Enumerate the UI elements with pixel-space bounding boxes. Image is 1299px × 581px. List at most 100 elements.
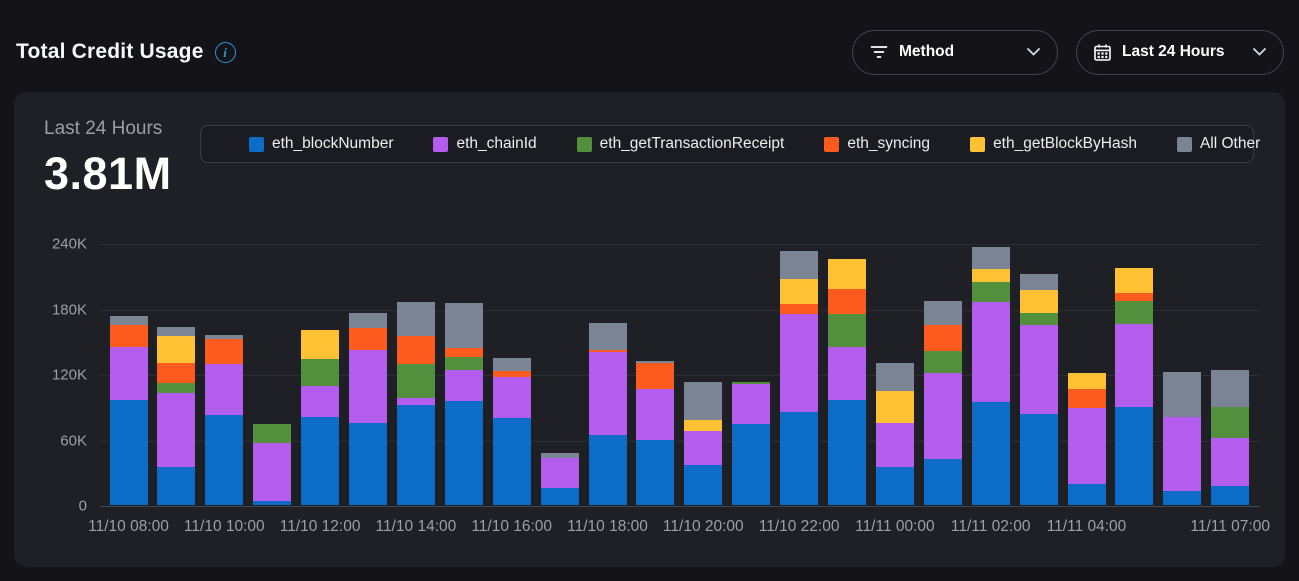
bar-segment-eth_getBlockByHash[interactable]: [875, 391, 914, 424]
bar-segment-eth_blockNumber[interactable]: [828, 400, 866, 505]
bar-stack[interactable]: [540, 452, 579, 505]
bar-segment-eth_syncing[interactable]: [636, 363, 675, 390]
bar-stack[interactable]: [971, 247, 1010, 505]
bar-segment-eth_getTransactionReceipt[interactable]: [1115, 300, 1154, 324]
bar-stack[interactable]: [109, 316, 148, 505]
info-icon[interactable]: i: [214, 41, 236, 63]
bar-stack[interactable]: [396, 302, 435, 505]
bar-segment-eth_chainId[interactable]: [780, 313, 819, 413]
bar-segment-eth_chainId[interactable]: [205, 364, 244, 416]
bar-segment-eth_chainId[interactable]: [301, 386, 340, 417]
time-range-dropdown[interactable]: Last 24 Hours: [1076, 29, 1284, 75]
bar-stack[interactable]: [301, 330, 340, 505]
bar-segment-eth_getBlockByHash[interactable]: [1019, 289, 1058, 313]
bar-segment-eth_blockNumber[interactable]: [349, 423, 387, 505]
bar-segment-eth_blockNumber[interactable]: [780, 412, 819, 505]
bar-segment-eth_syncing[interactable]: [109, 324, 148, 347]
bar-segment-eth_syncing[interactable]: [923, 324, 962, 352]
bar-segment-eth_blockNumber[interactable]: [157, 466, 196, 505]
bar-stack[interactable]: [253, 424, 292, 505]
bar-segment-All Other[interactable]: [923, 300, 962, 325]
bar-segment-All Other[interactable]: [1163, 371, 1202, 417]
bar-segment-eth_syncing[interactable]: [588, 350, 627, 353]
bar-stack[interactable]: [1163, 371, 1202, 505]
bar-segment-eth_getTransactionReceipt[interactable]: [1211, 406, 1250, 439]
bar-segment-All Other[interactable]: [157, 327, 196, 336]
bar-stack[interactable]: [1115, 268, 1154, 505]
bar-segment-eth_getTransactionReceipt[interactable]: [301, 358, 340, 387]
bar-segment-All Other[interactable]: [636, 360, 675, 364]
bar-stack[interactable]: [684, 381, 723, 505]
bar-segment-eth_blockNumber[interactable]: [1067, 484, 1106, 505]
bar-segment-eth_chainId[interactable]: [828, 346, 866, 401]
bar-segment-eth_chainId[interactable]: [636, 389, 675, 440]
bar-segment-All Other[interactable]: [109, 316, 148, 325]
bar-segment-eth_blockNumber[interactable]: [492, 417, 531, 505]
bar-segment-eth_chainId[interactable]: [109, 346, 148, 401]
bar-stack[interactable]: [828, 259, 866, 505]
bar-segment-All Other[interactable]: [780, 250, 819, 280]
bar-segment-eth_syncing[interactable]: [1115, 293, 1154, 301]
bar-segment-eth_getTransactionReceipt[interactable]: [828, 313, 866, 347]
method-dropdown[interactable]: Method: [852, 29, 1058, 75]
bar-stack[interactable]: [157, 327, 196, 505]
bar-segment-eth_chainId[interactable]: [923, 372, 962, 460]
bar-segment-All Other[interactable]: [684, 381, 723, 420]
bar-segment-eth_syncing[interactable]: [1067, 389, 1106, 408]
bar-segment-eth_chainId[interactable]: [1067, 407, 1106, 485]
bar-segment-eth_getBlockByHash[interactable]: [828, 259, 866, 289]
bar-segment-eth_blockNumber[interactable]: [923, 459, 962, 505]
bar-segment-eth_blockNumber[interactable]: [396, 404, 435, 505]
bar-stack[interactable]: [780, 250, 819, 505]
bar-segment-All Other[interactable]: [540, 452, 579, 459]
bar-segment-All Other[interactable]: [205, 334, 244, 340]
bar-segment-eth_syncing[interactable]: [780, 304, 819, 314]
bar-segment-eth_chainId[interactable]: [1115, 323, 1154, 407]
bar-segment-eth_syncing[interactable]: [492, 370, 531, 378]
bar-segment-eth_getTransactionReceipt[interactable]: [732, 381, 771, 384]
bar-stack[interactable]: [588, 322, 627, 505]
bar-segment-eth_getBlockByHash[interactable]: [301, 330, 340, 359]
bar-segment-eth_chainId[interactable]: [875, 423, 914, 467]
bar-segment-eth_chainId[interactable]: [492, 377, 531, 418]
bar-segment-eth_blockNumber[interactable]: [253, 500, 292, 505]
bar-segment-eth_blockNumber[interactable]: [684, 464, 723, 505]
bar-stack[interactable]: [923, 300, 962, 505]
bar-segment-eth_chainId[interactable]: [157, 392, 196, 467]
bar-stack[interactable]: [492, 357, 531, 505]
legend-item-eth_blockNumber[interactable]: eth_blockNumber: [249, 135, 393, 153]
bar-segment-All Other[interactable]: [492, 357, 531, 371]
bar-segment-eth_chainId[interactable]: [253, 442, 292, 501]
bar-stack[interactable]: [349, 312, 387, 505]
bar-segment-eth_getBlockByHash[interactable]: [157, 335, 196, 364]
bar-segment-eth_chainId[interactable]: [444, 369, 483, 402]
bar-segment-eth_chainId[interactable]: [684, 430, 723, 465]
bar-segment-eth_getTransactionReceipt[interactable]: [157, 382, 196, 393]
bar-segment-eth_chainId[interactable]: [1163, 416, 1202, 491]
legend-item-eth_chainId[interactable]: eth_chainId: [433, 135, 537, 153]
bar-segment-eth_getTransactionReceipt[interactable]: [253, 424, 292, 443]
bar-stack[interactable]: [205, 334, 244, 505]
legend-item-eth_getTransactionReceipt[interactable]: eth_getTransactionReceipt: [576, 135, 784, 153]
bar-segment-All Other[interactable]: [444, 303, 483, 348]
bar-segment-All Other[interactable]: [396, 302, 435, 336]
bar-segment-eth_chainId[interactable]: [732, 383, 771, 425]
legend-item-eth_syncing[interactable]: eth_syncing: [824, 135, 930, 153]
bar-segment-eth_blockNumber[interactable]: [636, 439, 675, 505]
bar-segment-eth_getTransactionReceipt[interactable]: [1019, 312, 1058, 325]
bar-segment-eth_getTransactionReceipt[interactable]: [923, 351, 962, 373]
bar-stack[interactable]: [1067, 372, 1106, 505]
bar-segment-eth_blockNumber[interactable]: [1115, 406, 1154, 505]
bar-segment-eth_chainId[interactable]: [349, 349, 387, 424]
bar-segment-eth_getBlockByHash[interactable]: [780, 279, 819, 305]
legend-item-eth_getBlockByHash[interactable]: eth_getBlockByHash: [970, 135, 1137, 153]
bar-segment-eth_blockNumber[interactable]: [205, 415, 244, 505]
bar-segment-eth_chainId[interactable]: [1019, 324, 1058, 415]
bar-segment-eth_blockNumber[interactable]: [1019, 414, 1058, 505]
bar-segment-eth_blockNumber[interactable]: [444, 401, 483, 505]
bar-segment-eth_blockNumber[interactable]: [1163, 490, 1202, 505]
bar-segment-eth_getBlockByHash[interactable]: [1067, 372, 1106, 390]
bar-segment-eth_blockNumber[interactable]: [1211, 486, 1250, 505]
bar-segment-eth_blockNumber[interactable]: [732, 424, 771, 505]
bar-segment-eth_blockNumber[interactable]: [588, 435, 627, 505]
